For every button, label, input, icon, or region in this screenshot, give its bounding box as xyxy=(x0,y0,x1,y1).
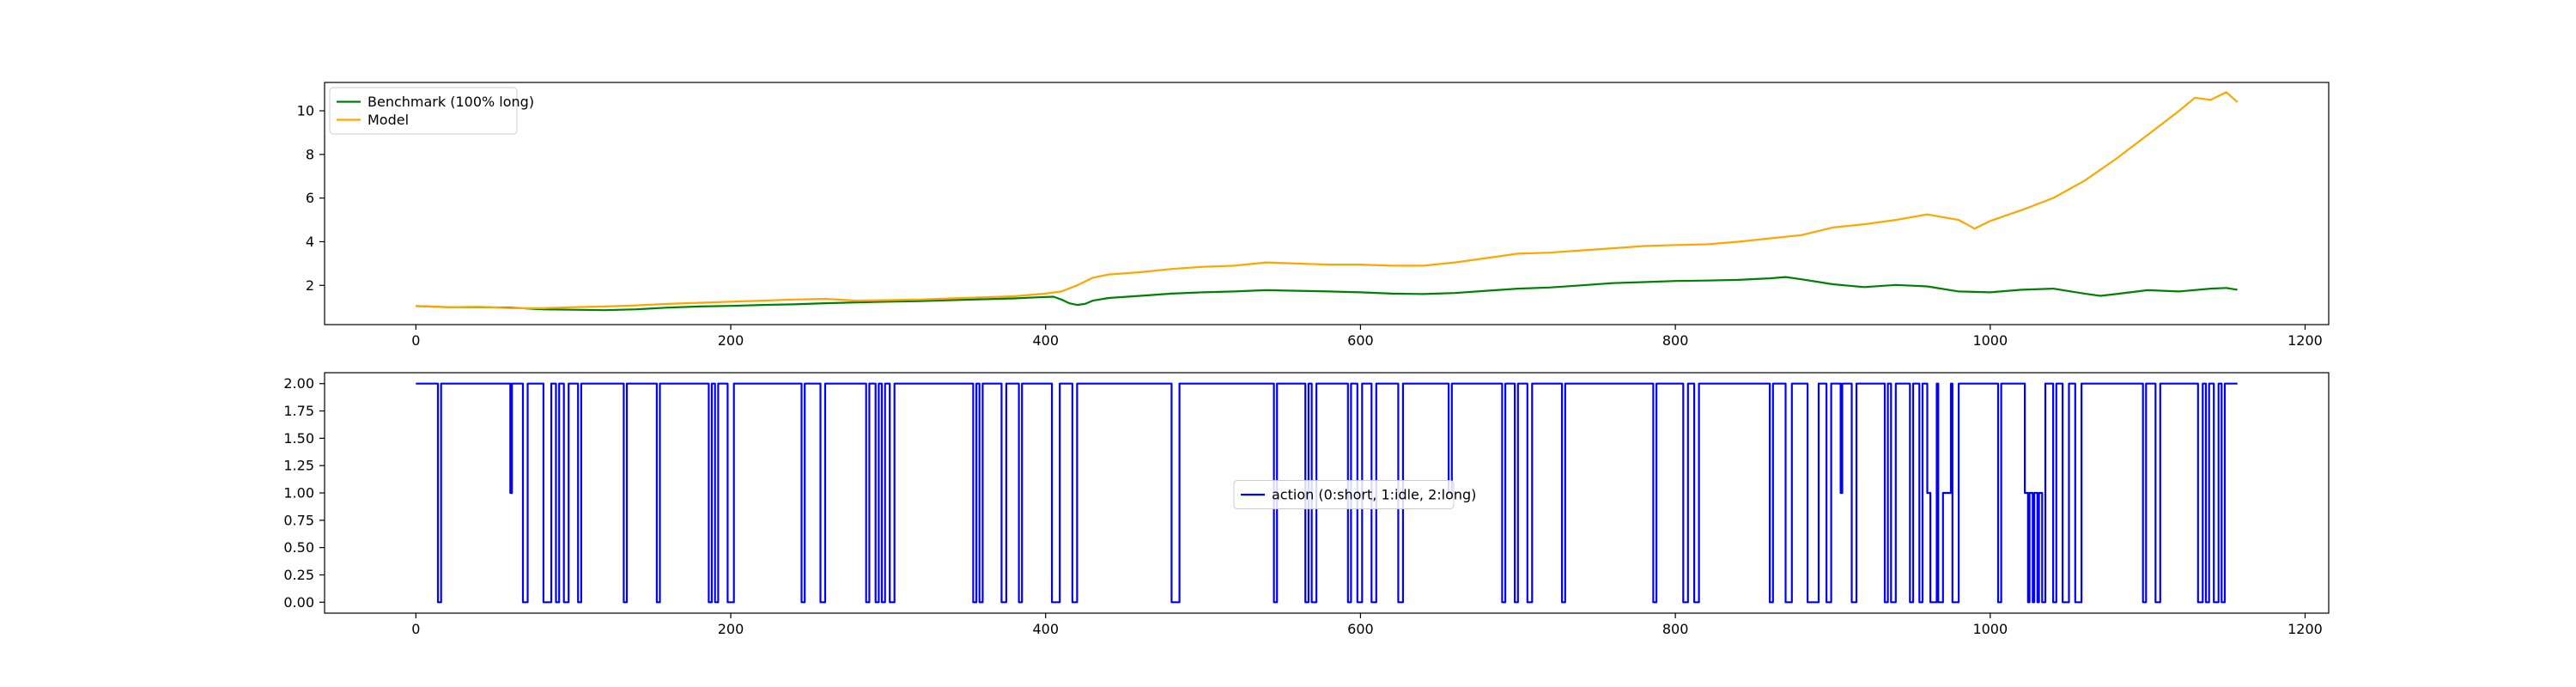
x-tick-label: 800 xyxy=(1662,332,1689,349)
plot-frame xyxy=(324,82,2330,325)
x-tick-label: 1000 xyxy=(1972,332,2008,349)
y-tick-label: 6 xyxy=(306,190,314,206)
series-line-0-1 xyxy=(416,91,2239,309)
x-tick-label: 200 xyxy=(718,621,744,637)
y-tick-label: 1.75 xyxy=(283,403,314,419)
y-tick-label: 0.50 xyxy=(283,539,314,556)
y-tick-label: 4 xyxy=(306,234,314,250)
x-tick-label: 200 xyxy=(718,332,744,349)
legend-label: Benchmark (100% long) xyxy=(368,94,534,110)
y-tick-label: 0.75 xyxy=(283,512,314,528)
y-tick-label: 1.25 xyxy=(283,458,314,474)
x-tick-label: 600 xyxy=(1347,621,1374,637)
series-line-1-0 xyxy=(416,382,2238,604)
y-tick-label: 1.00 xyxy=(283,485,314,502)
chart-bottom-actions: 0 200 400 600 800 1000 1200 0.00 0.25 0.50 0.75 1.0… xyxy=(283,372,2330,637)
chart-top-equity-curves: 0 200 400 600 800 1000 1200 2 4 6 8 10 Benchmark (10… xyxy=(297,82,2330,349)
legend-label: Model xyxy=(368,112,409,128)
x-tick-label: 1000 xyxy=(1972,621,2008,637)
x-tick-label: 0 xyxy=(411,621,420,637)
legend-box xyxy=(1233,480,1455,509)
legend: Benchmark (100% long) Model xyxy=(329,87,534,135)
y-tick-label: 1.50 xyxy=(283,430,314,447)
x-tick-label: 800 xyxy=(1662,621,1689,637)
y-tick-label: 0.00 xyxy=(283,594,314,611)
y-tick-label: 10 xyxy=(297,103,314,119)
x-tick-label: 1200 xyxy=(2287,332,2323,349)
y-tick-label: 2.00 xyxy=(283,375,314,392)
x-tick-label: 0 xyxy=(411,332,420,349)
x-tick-label: 1200 xyxy=(2287,621,2323,637)
y-tick-label: 0.25 xyxy=(283,567,314,583)
y-tick-label: 8 xyxy=(306,146,314,162)
legend-label: action (0:short, 1:idle, 2:long) xyxy=(1272,487,1476,503)
y-tick-label: 2 xyxy=(306,277,314,294)
legend-box xyxy=(329,87,518,135)
x-tick-label: 400 xyxy=(1032,332,1059,349)
series-line-0-0 xyxy=(416,276,2238,312)
legend: action (0:short, 1:idle, 2:long) xyxy=(1233,480,1476,509)
x-tick-label: 400 xyxy=(1032,621,1059,637)
x-tick-label: 600 xyxy=(1347,332,1374,349)
